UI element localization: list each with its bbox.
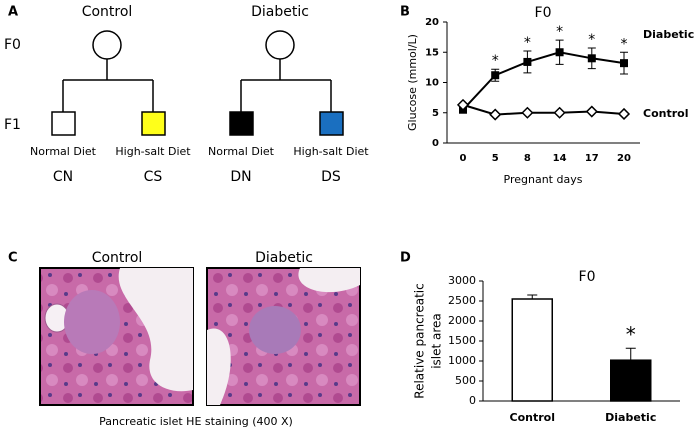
group-code: CN	[53, 169, 73, 185]
group-label: Control	[82, 4, 133, 20]
y-tick-label: 10	[425, 78, 439, 89]
significance-mark: *	[626, 323, 636, 347]
generation-label: F1	[4, 117, 21, 133]
y-tick-label: 20	[425, 17, 439, 28]
image-label: Control	[92, 250, 143, 266]
y-axis-label: Glucose (mmol/L)	[406, 34, 419, 131]
x-tick-label: 17	[585, 153, 599, 164]
significance-mark: *	[524, 35, 531, 51]
significance-mark: *	[492, 53, 499, 69]
series-label: Control	[643, 107, 688, 120]
marker	[620, 59, 628, 68]
panel-letter: B	[400, 5, 410, 20]
image-label: Diabetic	[255, 250, 313, 266]
group-label: Diabetic	[251, 4, 309, 20]
marker	[617, 107, 631, 121]
marker	[523, 57, 532, 66]
offspring-square	[141, 111, 166, 136]
group-code: CS	[144, 169, 163, 185]
marker	[587, 54, 596, 63]
y-tick-label: 1500	[448, 334, 476, 347]
diet-label: High-salt Diet	[293, 145, 369, 158]
y-tick-label: 2000	[448, 314, 476, 327]
significance-mark: *	[588, 32, 595, 48]
micrograph	[206, 267, 361, 406]
panel-letter: D	[400, 251, 411, 266]
x-tick-label: Control	[510, 411, 555, 424]
marker	[553, 106, 566, 119]
x-tick-label: 20	[617, 153, 631, 164]
y-axis-label: islet area	[430, 313, 444, 369]
chart-title: F0	[579, 269, 596, 285]
panel-letter: C	[8, 251, 18, 266]
diet-label: Normal Diet	[208, 145, 275, 158]
y-tick-label: 0	[469, 394, 476, 407]
diet-label: High-salt Diet	[115, 145, 191, 158]
chart-title: F0	[535, 5, 552, 21]
y-tick-label: 0	[432, 138, 439, 149]
error-bar	[625, 347, 636, 361]
x-axis-label: Pregnant days	[504, 173, 583, 186]
y-tick-label: 5	[432, 108, 439, 119]
series-label: Diabetic	[643, 28, 694, 41]
offspring-square	[51, 111, 76, 136]
caption: Pancreatic islet HE staining (400 X)	[99, 415, 293, 428]
series-line	[462, 103, 625, 116]
offspring-square	[229, 111, 254, 136]
marker	[489, 108, 502, 121]
y-tick-label: 500	[455, 374, 476, 387]
significance-mark: *	[556, 24, 563, 40]
significance-mark: *	[621, 36, 628, 52]
marker	[521, 106, 534, 119]
pedigree	[62, 30, 332, 112]
y-tick-label: 2500	[448, 294, 476, 307]
x-tick-label: 14	[553, 153, 567, 164]
x-tick-label: Diabetic	[605, 411, 656, 424]
y-axis-label: Relative pancreatic	[413, 283, 427, 398]
micrograph	[39, 267, 194, 406]
marker	[585, 105, 598, 118]
x-tick-label: 0	[460, 153, 467, 164]
generation-label: F0	[4, 37, 21, 53]
series-line	[462, 51, 625, 111]
panel-letter: A	[8, 5, 18, 20]
marker	[555, 48, 564, 57]
diet-label: Normal Diet	[30, 145, 97, 158]
marker	[491, 71, 500, 80]
y-tick-label: 3000	[448, 274, 476, 287]
bar	[511, 298, 553, 402]
bar	[610, 359, 652, 402]
group-code: DS	[321, 169, 341, 185]
y-tick-label: 1000	[448, 354, 476, 367]
y-tick-label: 15	[425, 47, 439, 58]
group-code: DN	[230, 169, 251, 185]
x-tick-label: 8	[524, 153, 531, 164]
x-tick-label: 5	[492, 153, 499, 164]
offspring-square	[319, 111, 344, 136]
marker	[456, 98, 470, 111]
